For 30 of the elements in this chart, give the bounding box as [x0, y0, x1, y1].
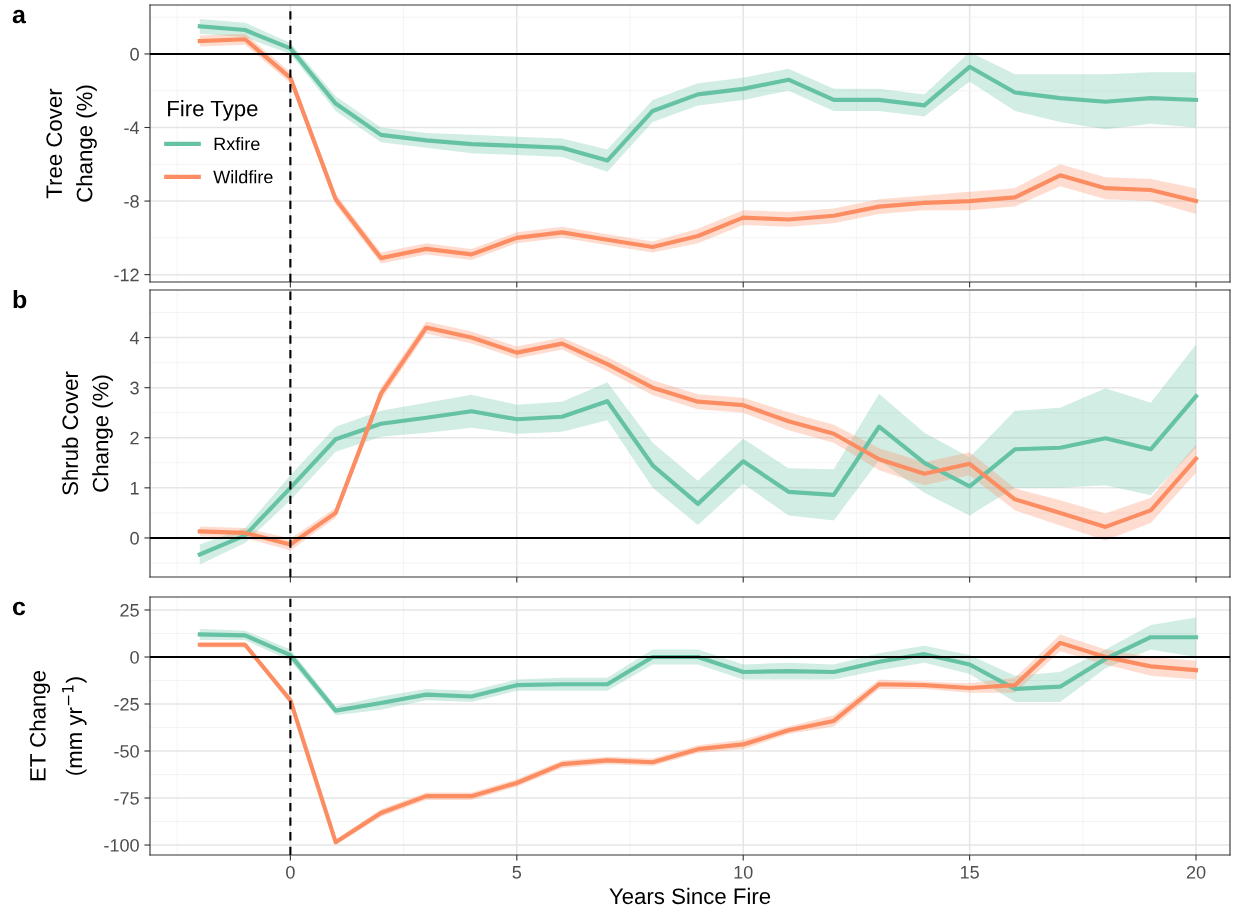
- chart-title: b: [13, 290, 27, 309]
- y-tick-label: -100: [104, 838, 139, 852]
- chart-title: c: [12, 601, 26, 616]
- x-tick-label: 10: [734, 865, 753, 879]
- y-tick-label: 0: [130, 47, 139, 61]
- y-tick-label: 2: [130, 431, 139, 445]
- x-tick-label: 15: [960, 866, 979, 879]
- x-axis-title: Years Since Fire: [609, 887, 771, 905]
- y-tick-label: 25: [120, 603, 139, 617]
- x-tick-label: 0: [286, 865, 295, 879]
- y-axis-title: Tree Cover Change (%): [46, 85, 97, 202]
- y-tick-label: 4: [129, 331, 140, 345]
- x-tick-label: 5: [512, 866, 522, 879]
- y-tick-label: 0: [130, 650, 139, 664]
- chart-title: a: [12, 9, 27, 24]
- y-tick-label: -50: [114, 744, 139, 758]
- legend-title: Fire Type: [168, 100, 258, 121]
- y-axis-title: ET Change (mm yr$^{−1}$): [29, 670, 87, 781]
- y-tick-label: 1: [130, 481, 139, 495]
- y-axis-title: Shrub Cover Change (%): [61, 371, 113, 495]
- legend-label: Wildfire: [213, 170, 273, 184]
- y-tick-label: -75: [114, 792, 139, 805]
- y-tick-label: -25: [114, 697, 139, 711]
- x-tick-label: 20: [1186, 865, 1206, 879]
- legend-label: Rxfire: [214, 137, 260, 151]
- y-tick-label: 0: [130, 531, 139, 545]
- y-tick-label: 3: [130, 381, 139, 395]
- y-tick-label: -8: [124, 195, 139, 208]
- y-tick-label: -12: [114, 268, 139, 282]
- y-tick-label: -4: [124, 121, 140, 135]
